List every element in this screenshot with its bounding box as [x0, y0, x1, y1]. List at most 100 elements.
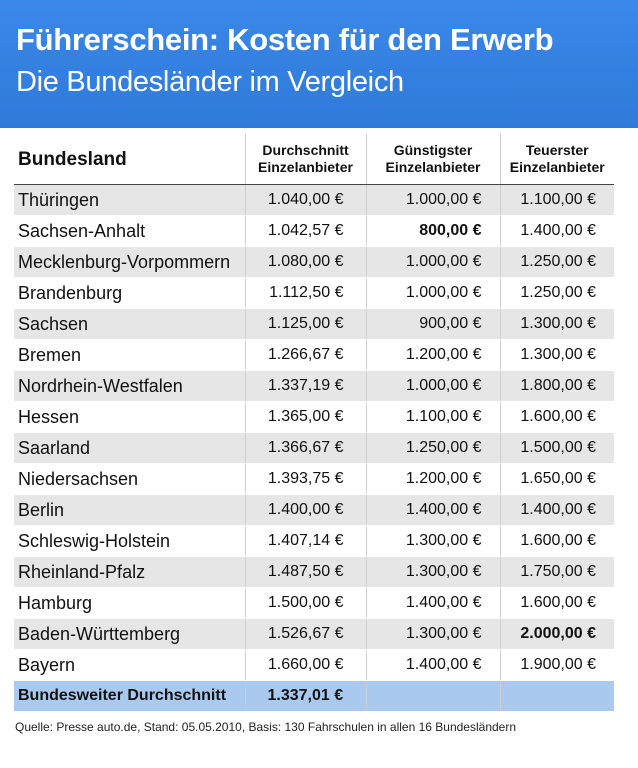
- page-title: Führerschein: Kosten für den Erwerb: [16, 22, 554, 57]
- table-row: Hessen 1.365,00 €1.100,00 €1.600,00 €: [14, 401, 614, 433]
- cell-durchschnitt: 1.112,50 €: [244, 277, 366, 309]
- header-banner: Führerschein: Kosten für den Erwerb Die …: [0, 0, 638, 128]
- cell-guenstigster: 1.300,00 €: [365, 556, 500, 588]
- column-header-teuerster-line2: Einzelanbieter: [509, 159, 605, 175]
- cell-bundesland: Baden-Württemberg: [14, 618, 245, 650]
- table-row: Baden-Württemberg 1.526,67 €1.300,00 €2.0…: [14, 618, 614, 650]
- cell-guenstigster: 900,00 €: [365, 308, 500, 340]
- total-empty-cell: [499, 680, 614, 712]
- cell-durchschnitt: 1.487,50 €: [244, 556, 366, 588]
- source-note: Quelle: Presse auto.de, Stand: 05.05.201…: [15, 720, 517, 734]
- cell-bundesland: Hamburg: [14, 587, 245, 619]
- cell-durchschnitt: 1.365,00 €: [244, 401, 366, 433]
- table-row: Rheinland-Pfalz 1.487,50 €1.300,00 €1.750…: [14, 556, 614, 588]
- total-label: Bundesweiter Durchschnitt: [14, 680, 245, 712]
- table-row: Sachsen-Anhalt 1.042,57 €800,00 €1.400,00…: [14, 215, 614, 247]
- cell-durchschnitt: 1.337,19 €: [244, 370, 366, 402]
- cell-durchschnitt: 1.660,00 €: [244, 649, 366, 681]
- table-body: Thüringen 1.040,00 €1.000,00 €1.100,00 € S…: [14, 184, 614, 681]
- column-header-teuerster-line1: Teuerster: [525, 142, 589, 158]
- cell-durchschnitt: 1.266,67 €: [244, 339, 366, 371]
- cost-table: Bundesland Durchschnitt Einzelanbieter G…: [14, 134, 614, 712]
- cell-bundesland: Hessen: [14, 401, 245, 433]
- table-row: Schleswig-Holstein 1.407,14 €1.300,00 €1.…: [14, 525, 614, 557]
- cell-teuerster: 1.800,00 €: [499, 370, 614, 402]
- total-empty-cell: [365, 680, 500, 712]
- cell-bundesland: Brandenburg: [14, 277, 245, 309]
- table-row: Berlin 1.400,00 €1.400,00 €1.400,00 €: [14, 494, 614, 526]
- page-subtitle: Die Bundesländer im Vergleich: [16, 66, 404, 98]
- cell-teuerster: 1.600,00 €: [499, 525, 614, 557]
- cell-guenstigster: 1.200,00 €: [365, 339, 500, 371]
- cell-guenstigster: 1.200,00 €: [365, 463, 500, 495]
- cell-teuerster: 1.650,00 €: [499, 463, 614, 495]
- column-header-bundesland: Bundesland: [14, 134, 245, 185]
- column-header-durchschnitt-line2: Einzelanbieter: [258, 159, 353, 175]
- table-row: Niedersachsen 1.393,75 €1.200,00 €1.650,0…: [14, 463, 614, 495]
- table-row: Bremen 1.266,67 €1.200,00 €1.300,00 €: [14, 339, 614, 371]
- cell-durchschnitt: 1.042,57 €: [244, 215, 366, 247]
- cell-teuerster: 2.000,00 €: [499, 618, 614, 650]
- cell-bundesland: Sachsen-Anhalt: [14, 215, 245, 247]
- cell-bundesland: Sachsen: [14, 308, 245, 340]
- cell-durchschnitt: 1.393,75 €: [244, 463, 366, 495]
- cell-durchschnitt: 1.407,14 €: [244, 525, 366, 557]
- cell-guenstigster: 1.000,00 €: [365, 184, 500, 216]
- cell-guenstigster: 1.250,00 €: [365, 432, 500, 464]
- column-header-teuerster: Teuerster Einzelanbieter: [499, 134, 614, 185]
- cell-teuerster: 1.600,00 €: [499, 587, 614, 619]
- cell-guenstigster: 1.400,00 €: [365, 649, 500, 681]
- table-row: Mecklenburg-Vorpommern 1.080,00 €1.000,00…: [14, 246, 614, 278]
- cell-durchschnitt: 1.080,00 €: [244, 246, 366, 278]
- column-header-guenstigster-line1: Günstigster: [393, 142, 473, 158]
- column-header-durchschnitt-line1: Durchschnitt: [262, 142, 349, 158]
- cell-teuerster: 1.750,00 €: [499, 556, 614, 588]
- column-header-guenstigster: Günstigster Einzelanbieter: [365, 134, 500, 185]
- cell-durchschnitt: 1.500,00 €: [244, 587, 366, 619]
- cell-guenstigster: 1.300,00 €: [365, 618, 500, 650]
- table-row: Saarland 1.366,67 €1.250,00 €1.500,00 €: [14, 432, 614, 464]
- cell-teuerster: 1.250,00 €: [499, 277, 614, 309]
- cell-guenstigster: 800,00 €: [365, 215, 500, 247]
- column-header-durchschnitt: Durchschnitt Einzelanbieter: [244, 134, 366, 185]
- cell-teuerster: 1.400,00 €: [499, 494, 614, 526]
- cost-table-container: Bundesland Durchschnitt Einzelanbieter G…: [14, 134, 614, 712]
- cell-teuerster: 1.100,00 €: [499, 184, 614, 216]
- cell-teuerster: 1.900,00 €: [499, 649, 614, 681]
- table-row: Thüringen 1.040,00 €1.000,00 €1.100,00 €: [14, 184, 614, 216]
- table-row: Bayern 1.660,00 €1.400,00 €1.900,00 €: [14, 649, 614, 681]
- cell-bundesland: Thüringen: [14, 184, 245, 216]
- cell-guenstigster: 1.100,00 €: [365, 401, 500, 433]
- cell-guenstigster: 1.000,00 €: [365, 246, 500, 278]
- cell-durchschnitt: 1.400,00 €: [244, 494, 366, 526]
- cell-bundesland: Niedersachsen: [14, 463, 245, 495]
- total-row: Bundesweiter Durchschnitt 1.337,01 €: [14, 680, 614, 712]
- table-header-row: Bundesland Durchschnitt Einzelanbieter G…: [14, 134, 614, 185]
- cell-durchschnitt: 1.366,67 €: [244, 432, 366, 464]
- cell-bundesland: Berlin: [14, 494, 245, 526]
- column-header-guenstigster-line2: Einzelanbieter: [385, 159, 481, 175]
- cell-durchschnitt: 1.040,00 €: [244, 184, 366, 216]
- cell-bundesland: Mecklenburg-Vorpommern: [14, 246, 245, 278]
- cell-teuerster: 1.600,00 €: [499, 401, 614, 433]
- cell-bundesland: Nordrhein-Westfalen: [14, 370, 245, 402]
- cell-guenstigster: 1.000,00 €: [365, 370, 500, 402]
- cell-durchschnitt: 1.526,67 €: [244, 618, 366, 650]
- cell-teuerster: 1.400,00 €: [499, 215, 614, 247]
- cell-teuerster: 1.300,00 €: [499, 339, 614, 371]
- cell-bundesland: Bayern: [14, 649, 245, 681]
- cell-bundesland: Bremen: [14, 339, 245, 371]
- cell-teuerster: 1.500,00 €: [499, 432, 614, 464]
- cell-durchschnitt: 1.125,00 €: [244, 308, 366, 340]
- cell-guenstigster: 1.000,00 €: [365, 277, 500, 309]
- table-row: Brandenburg 1.112,50 €1.000,00 €1.250,00 …: [14, 277, 614, 309]
- cell-bundesland: Schleswig-Holstein: [14, 525, 245, 557]
- table-row: Hamburg 1.500,00 €1.400,00 €1.600,00 €: [14, 587, 614, 619]
- total-value: 1.337,01 €: [244, 680, 366, 712]
- cell-guenstigster: 1.300,00 €: [365, 525, 500, 557]
- table-row: Nordrhein-Westfalen 1.337,19 €1.000,00 €1…: [14, 370, 614, 402]
- cell-guenstigster: 1.400,00 €: [365, 587, 500, 619]
- cell-bundesland: Saarland: [14, 432, 245, 464]
- cell-teuerster: 1.300,00 €: [499, 308, 614, 340]
- table-row: Sachsen 1.125,00 €900,00 €1.300,00 €: [14, 308, 614, 340]
